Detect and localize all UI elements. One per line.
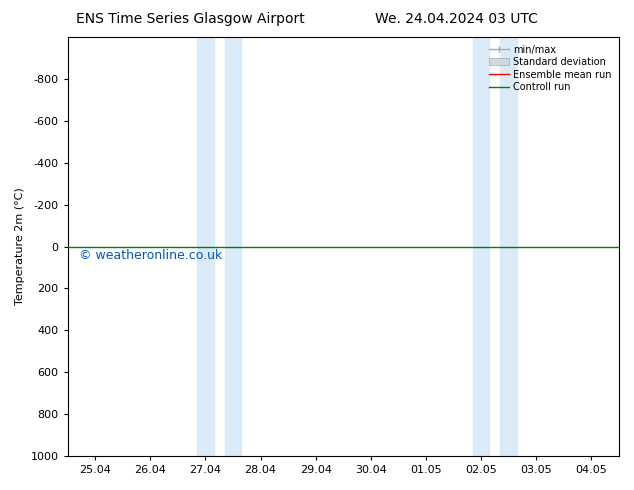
Bar bbox=[197, 37, 214, 456]
Text: © weatheronline.co.uk: © weatheronline.co.uk bbox=[79, 248, 222, 262]
Bar bbox=[500, 37, 517, 456]
Text: We. 24.04.2024 03 UTC: We. 24.04.2024 03 UTC bbox=[375, 12, 538, 26]
Y-axis label: Temperature 2m (°C): Temperature 2m (°C) bbox=[15, 188, 25, 305]
Legend: min/max, Standard deviation, Ensemble mean run, Controll run: min/max, Standard deviation, Ensemble me… bbox=[486, 42, 614, 95]
Bar bbox=[473, 37, 489, 456]
Bar bbox=[224, 37, 242, 456]
Text: ENS Time Series Glasgow Airport: ENS Time Series Glasgow Airport bbox=[76, 12, 304, 26]
